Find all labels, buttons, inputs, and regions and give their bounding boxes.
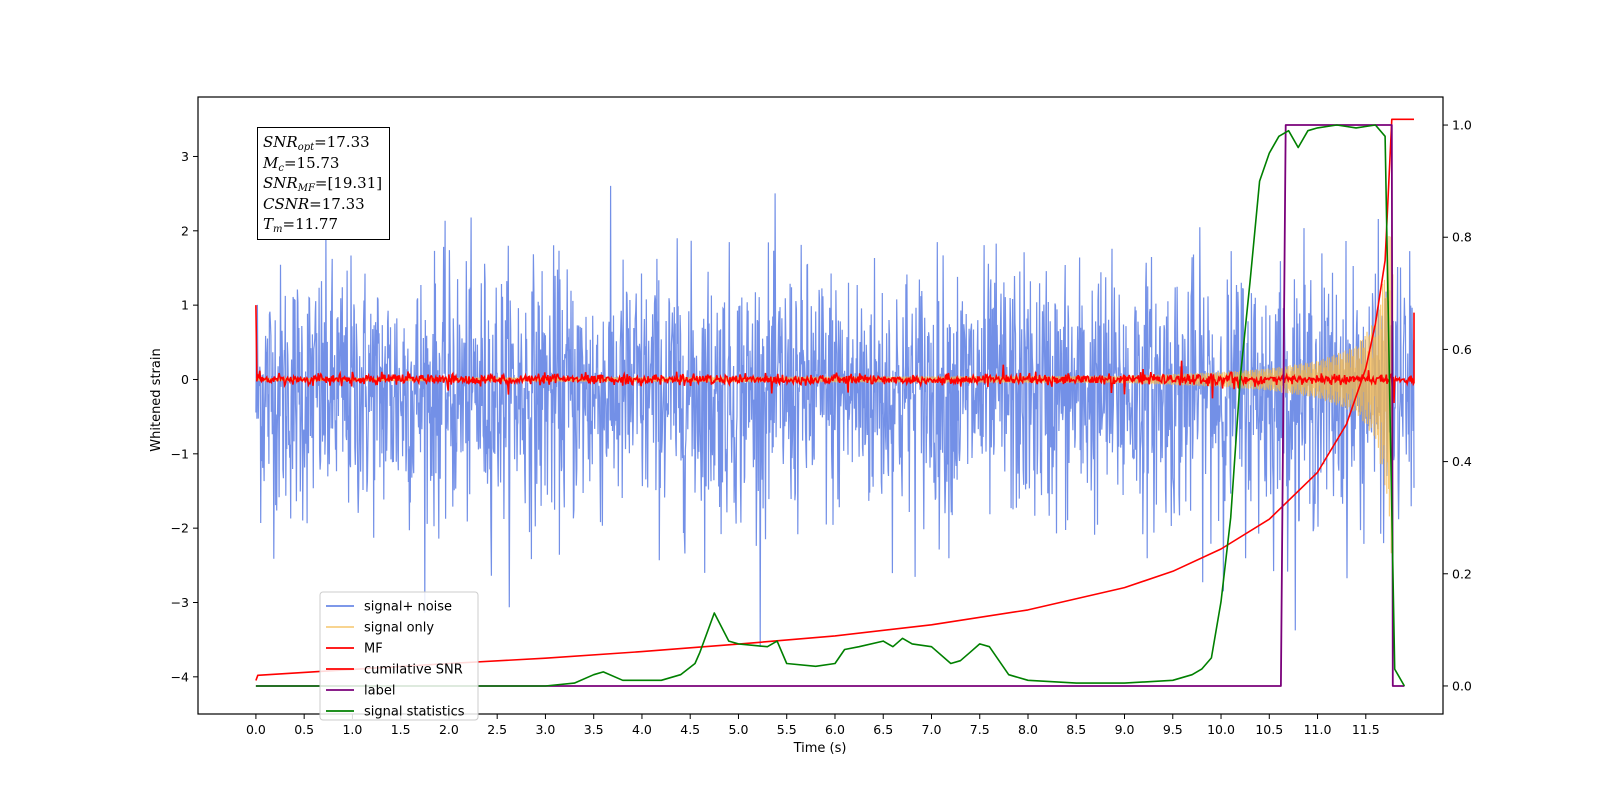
y2-tick-label: 1.0 <box>1452 118 1472 133</box>
y-tick-label: 0 <box>181 372 189 387</box>
axes-border <box>197 96 1444 715</box>
legend: signal+ noise signal only MF cumilative SNR… <box>319 591 479 721</box>
x-tick-label: 4.5 <box>680 722 700 737</box>
y-axis-ticks: −4 −3 −2 −1 0 1 2 3 <box>171 149 198 684</box>
x-tick-label: 9.5 <box>1163 722 1183 737</box>
legend-entry: signal statistics <box>364 705 465 720</box>
x-tick-label: 4.0 <box>632 722 652 737</box>
series-cumulative-snr <box>255 118 1414 681</box>
info-tm: Tm=11.77 <box>263 215 339 235</box>
y-tick-label: 1 <box>181 298 189 313</box>
x-tick-label: 11.5 <box>1352 722 1380 737</box>
x-tick-label: 7.5 <box>970 722 990 737</box>
snr-info-box: SNRopt=17.33 Mc=15.73 SNRMF=[19.31] CSNR… <box>257 127 390 240</box>
x-tick-label: 3.5 <box>584 722 604 737</box>
legend-entry: signal+ noise <box>364 600 452 615</box>
x-tick-label: 3.0 <box>535 722 555 737</box>
y-tick-label: −4 <box>171 669 189 684</box>
y2-tick-label: 0.8 <box>1452 230 1472 245</box>
x-tick-label: 2.0 <box>439 722 459 737</box>
y-tick-label: 2 <box>181 223 189 238</box>
x-tick-label: 11.0 <box>1304 722 1332 737</box>
x-tick-label: 0.0 <box>246 722 266 737</box>
info-mc: Mc=15.73 <box>263 153 340 174</box>
legend-entry: label <box>364 684 395 699</box>
x-tick-label: 6.0 <box>825 722 845 737</box>
x-tick-label: 8.0 <box>1018 722 1038 737</box>
axes-frame <box>197 96 1444 715</box>
x-tick-label: 9.0 <box>1115 722 1135 737</box>
y2-tick-label: 0.6 <box>1452 342 1472 357</box>
x-tick-label: 0.5 <box>294 722 314 737</box>
series-signal-noise <box>255 185 1415 648</box>
y-tick-label: −3 <box>171 595 189 610</box>
x-axis-ticks: 0.0 0.5 1.0 1.5 2.0 2.5 3.0 3.5 4.0 4.5 5.0 5.5 6.0 6… <box>246 714 1380 737</box>
x-tick-label: 5.5 <box>777 722 797 737</box>
x-axis-label: Time (s) <box>793 741 847 756</box>
x-tick-label: 1.5 <box>391 722 411 737</box>
x-tick-label: 6.5 <box>873 722 893 737</box>
legend-box <box>319 591 479 721</box>
legend-entry: MF <box>364 642 383 657</box>
legend-entry: cumilative SNR <box>364 663 463 678</box>
y2-tick-label: 0.0 <box>1452 678 1472 693</box>
info-csnr: CSNR=17.33 <box>263 194 365 213</box>
legend-entry: signal only <box>364 621 434 636</box>
info-snr-opt: SNRopt=17.33 <box>263 133 370 153</box>
x-tick-label: 5.0 <box>729 722 749 737</box>
x-tick-label: 10.0 <box>1207 722 1235 737</box>
x-tick-label: 1.0 <box>342 722 362 737</box>
y-tick-label: −2 <box>171 521 189 536</box>
y-axis-label: Whitened strain <box>149 348 164 451</box>
y2-tick-label: 0.4 <box>1452 454 1472 469</box>
y-tick-label: −1 <box>171 446 189 461</box>
y2-tick-label: 0.2 <box>1452 566 1472 581</box>
plot-area <box>255 118 1415 687</box>
info-snr-mf: SNRMF=[19.31] <box>263 174 383 194</box>
y2-axis-ticks: 0.0 0.2 0.4 0.6 0.8 1.0 <box>1443 118 1472 693</box>
x-tick-label: 8.5 <box>1066 722 1086 737</box>
x-tick-label: 7.0 <box>922 722 942 737</box>
series-mf <box>255 305 1415 404</box>
x-tick-label: 2.5 <box>487 722 507 737</box>
y-tick-label: 3 <box>181 149 189 164</box>
x-tick-label: 10.5 <box>1255 722 1283 737</box>
series-signal-statistics <box>255 124 1406 687</box>
